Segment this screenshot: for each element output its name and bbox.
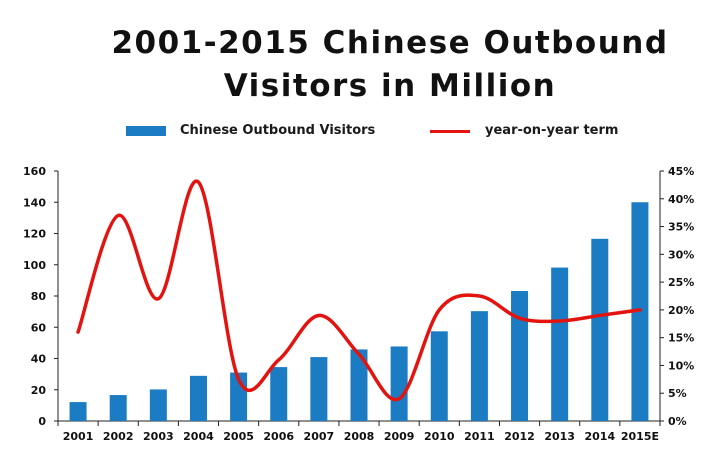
bar-2003 [149, 389, 167, 421]
x-tick-label-2002: 2002 [103, 430, 134, 443]
legend: Chinese Outbound Visitors year-on-year t… [0, 122, 720, 142]
y-right-tick-label: 30% [668, 248, 694, 261]
x-tick-label-2003: 2003 [143, 430, 174, 443]
x-tick-label-2008: 2008 [344, 430, 375, 443]
x-tick-label-2011: 2011 [464, 430, 495, 443]
x-tick-label-2009: 2009 [384, 430, 415, 443]
y-right-tick-label: 15% [668, 332, 694, 345]
y-left-tick-label: 160 [23, 165, 46, 178]
x-tick-label-2015E: 2015E [621, 430, 659, 443]
x-tick-label-2014: 2014 [584, 430, 615, 443]
bar-2006 [270, 367, 288, 421]
x-tick-label-2013: 2013 [544, 430, 575, 443]
y-right-tick-label: 25% [668, 276, 694, 289]
legend-label-visitors: Chinese Outbound Visitors [180, 123, 376, 138]
bar-2013 [551, 267, 569, 421]
bar-series-visitors [69, 202, 649, 421]
y-left-tick-label: 140 [23, 196, 46, 209]
x-tick-label-2004: 2004 [183, 430, 214, 443]
x-tick-label-2005: 2005 [223, 430, 254, 443]
y-right-tick-label: 0% [668, 415, 687, 428]
y-left-tick-label: 0 [38, 415, 46, 428]
y-left-tick-label: 20 [31, 384, 47, 397]
y-left-tick-label: 60 [31, 321, 47, 334]
bar-2009 [390, 346, 408, 421]
y-left-tick-label: 120 [23, 228, 46, 241]
bar-2002 [109, 395, 127, 421]
x-tick-label-2006: 2006 [263, 430, 294, 443]
y-right-tick-label: 20% [668, 304, 694, 317]
x-tick-label-2007: 2007 [304, 430, 335, 443]
bar-2007 [310, 357, 328, 421]
legend-swatch-yoy [430, 130, 470, 133]
bar-2011 [470, 311, 488, 421]
bar-2010 [430, 331, 448, 421]
legend-label-yoy: year-on-year term [485, 123, 619, 138]
legend-swatch-visitors [126, 126, 166, 136]
x-tick-label-2012: 2012 [504, 430, 535, 443]
chart-title: 2001-2015 Chinese Outbound Visitors in M… [0, 22, 720, 108]
bar-2001 [69, 402, 87, 421]
bar-2008 [350, 349, 368, 421]
bar-2014 [591, 238, 609, 421]
x-tick-label-2010: 2010 [424, 430, 455, 443]
x-axis-tick-labels: 2001 2002 2003 2004 2005 2006 2007 2008 2009 2010… [63, 430, 659, 443]
y-right-tick-label: 40% [668, 193, 694, 206]
chart-title-line-1: 2001-2015 Chinese Outbound [111, 25, 669, 61]
y-left-tick-label: 40 [31, 353, 47, 366]
line-series-yoy [76, 179, 642, 402]
y-right-tick-label: 45% [668, 165, 694, 178]
y-left-tick-labels: 0 20 40 60 80 100 120 140 160 [23, 165, 46, 428]
y-right-tick-label: 10% [668, 359, 694, 372]
y-right-tick-labels: 0% 5% 10% 15% 20% 25% 30% 35% 40% 45% [668, 165, 694, 428]
y-left-tick-label: 100 [23, 259, 46, 272]
x-tick-label-2001: 2001 [63, 430, 94, 443]
bar-2004 [189, 375, 207, 421]
y-right-tick-label: 35% [668, 221, 694, 234]
bar-2012 [511, 291, 529, 421]
y-right-tick-label: 5% [668, 387, 687, 400]
y-left-tick-label: 80 [31, 290, 47, 303]
chart-title-line-2: Visitors in Million [223, 68, 557, 104]
